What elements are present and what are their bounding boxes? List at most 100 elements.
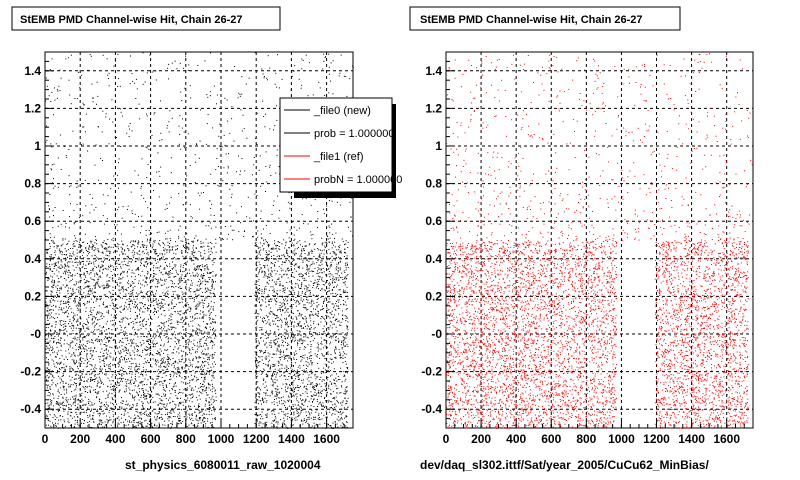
data-point (139, 313, 140, 315)
data-point (83, 387, 85, 389)
data-point (175, 337, 177, 339)
data-point (48, 336, 50, 338)
data-point (60, 345, 62, 347)
data-point (267, 276, 269, 277)
data-point (49, 317, 51, 319)
data-point (305, 274, 307, 275)
data-point (115, 307, 117, 309)
data-point (152, 300, 154, 302)
data-point (109, 380, 111, 382)
data-point (201, 245, 203, 247)
data-point (329, 266, 331, 268)
data-point (99, 420, 101, 422)
data-point (63, 254, 65, 255)
data-point (79, 331, 81, 333)
data-point (204, 376, 206, 378)
data-point (211, 356, 213, 358)
data-point (163, 406, 165, 408)
data-point (336, 330, 338, 332)
data-point (147, 254, 149, 256)
data-point (211, 242, 213, 244)
data-point (64, 302, 66, 304)
data-point (59, 369, 61, 370)
data-point (192, 378, 194, 380)
data-point (118, 352, 120, 354)
data-point (86, 371, 88, 373)
data-point (324, 320, 326, 322)
data-point (178, 374, 180, 376)
data-point (277, 309, 279, 310)
data-point (51, 326, 53, 328)
data-point (79, 344, 80, 346)
data-point (57, 350, 59, 352)
data-point (198, 294, 200, 296)
data-point (331, 259, 333, 261)
data-point (190, 309, 192, 311)
data-point (61, 380, 63, 382)
data-point (116, 283, 118, 285)
data-point (103, 240, 105, 242)
data-point (130, 408, 132, 410)
data-point (142, 351, 143, 353)
data-point (202, 280, 204, 282)
data-point (149, 416, 151, 417)
data-point (167, 290, 169, 292)
data-point (141, 418, 142, 420)
data-point (338, 341, 340, 343)
data-point (85, 345, 87, 347)
data-point (201, 389, 203, 391)
data-point (88, 249, 90, 250)
data-point (188, 405, 190, 407)
data-point (106, 275, 108, 277)
data-point (161, 301, 162, 303)
data-point (135, 305, 137, 307)
data-point (332, 276, 334, 278)
data-point (76, 288, 78, 290)
data-point (160, 272, 162, 274)
data-point (345, 243, 347, 245)
data-point (154, 384, 156, 386)
data-point (94, 329, 96, 331)
data-point (316, 294, 318, 296)
data-point (69, 253, 71, 255)
data-point (101, 348, 103, 350)
data-point (172, 307, 174, 309)
data-point (109, 264, 111, 266)
data-point (76, 373, 78, 375)
data-point (198, 406, 200, 407)
data-point (110, 424, 112, 426)
data-point (176, 321, 178, 323)
data-point (142, 349, 144, 351)
data-point (152, 292, 154, 294)
data-point (75, 257, 76, 259)
data-point (185, 332, 187, 333)
data-point (103, 363, 105, 364)
data-point (203, 377, 205, 378)
data-point (69, 375, 71, 377)
data-point (60, 259, 62, 261)
data-point (72, 403, 74, 405)
data-point (92, 316, 94, 318)
data-point (186, 365, 188, 367)
data-point (123, 333, 125, 335)
data-point (186, 364, 188, 366)
data-point (178, 339, 180, 341)
data-point (210, 427, 212, 429)
data-point (186, 273, 188, 275)
data-point (99, 415, 100, 417)
data-point (157, 279, 159, 281)
data-point (118, 378, 120, 379)
data-point (61, 254, 63, 256)
data-point (54, 281, 56, 283)
data-point (74, 401, 76, 403)
data-point (61, 355, 63, 357)
data-point (334, 357, 336, 359)
data-point (58, 250, 60, 252)
data-point (103, 412, 105, 414)
data-point (171, 326, 173, 328)
data-point (142, 406, 144, 408)
data-point (283, 356, 285, 358)
data-point (57, 262, 59, 264)
data-point (88, 398, 90, 400)
data-point (89, 414, 91, 416)
